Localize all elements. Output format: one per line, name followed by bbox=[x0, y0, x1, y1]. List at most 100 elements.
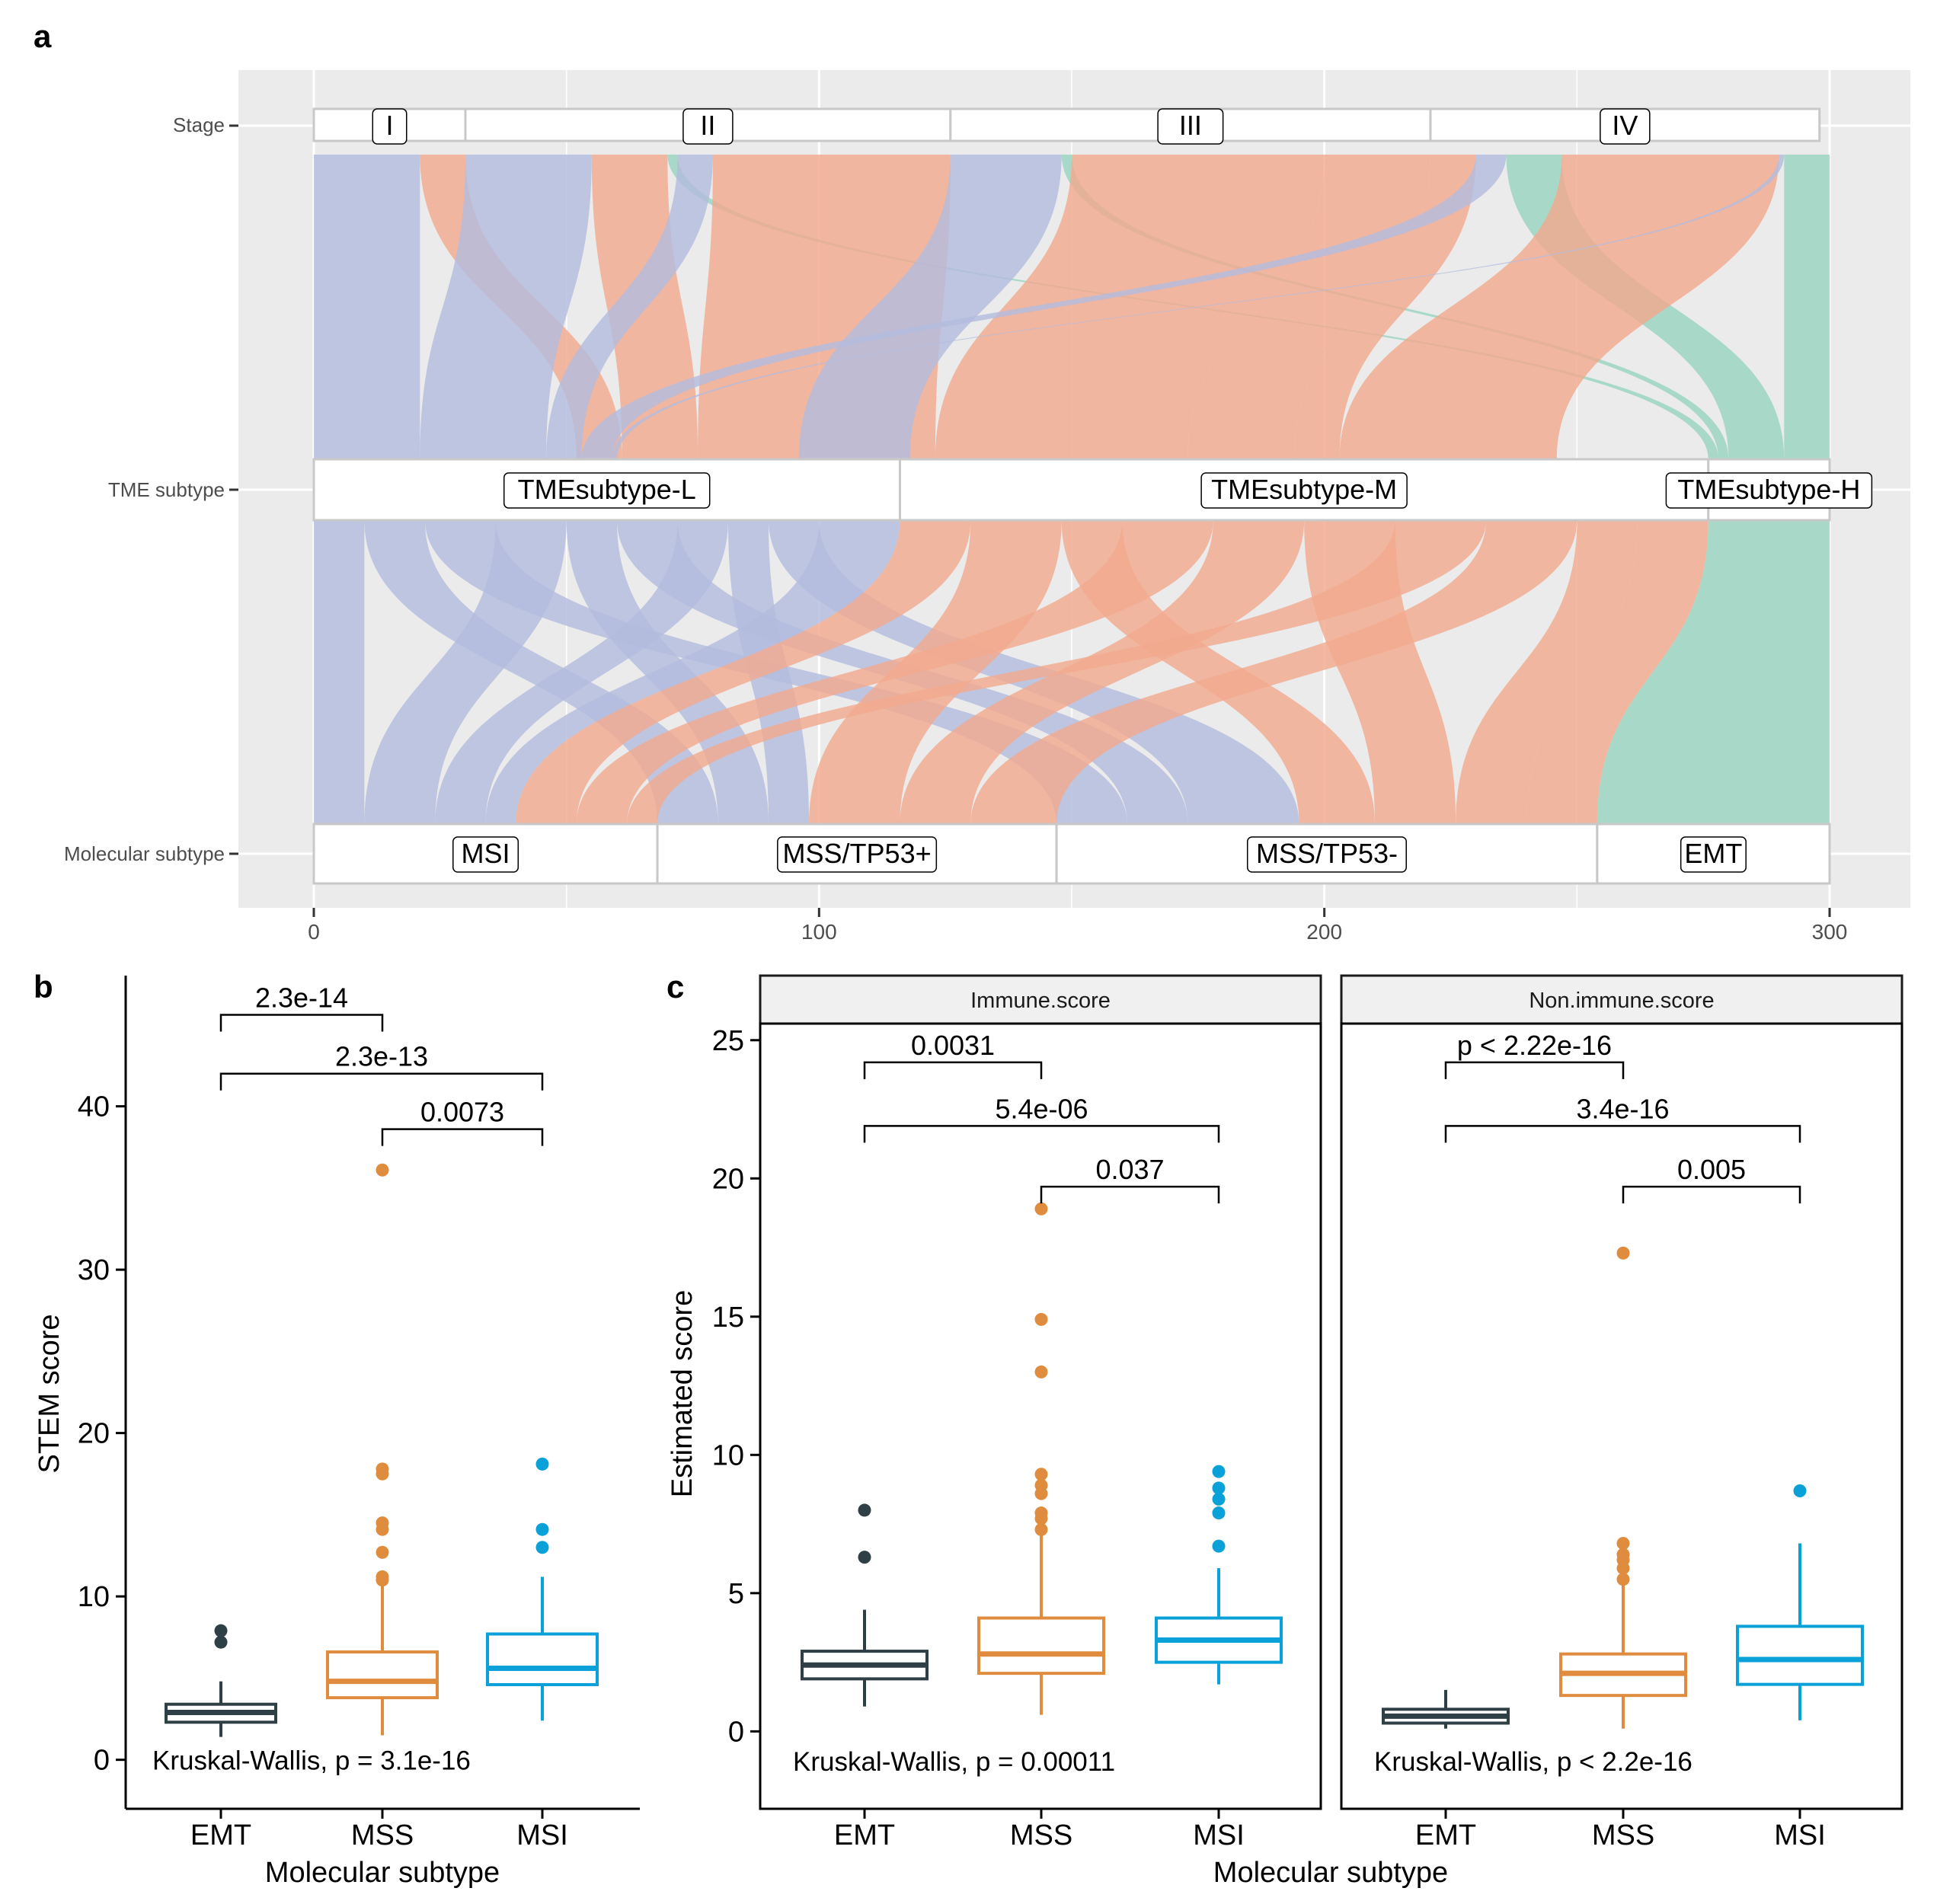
alluvial-flow bbox=[485, 520, 900, 824]
alluvial-flow bbox=[970, 520, 1577, 824]
comparison-bracket bbox=[1444, 1125, 1801, 1143]
x-tick-label-mss: MSS bbox=[1592, 1819, 1654, 1851]
c-nonimmune-facet: Non.immune.score p < 2.22e-16 3.4e-16 0.005… bbox=[1340, 974, 1903, 1851]
outlier-point bbox=[214, 1624, 228, 1637]
c-nonimmune-kruskal-label: Kruskal-Wallis, p < 2.2e-16 bbox=[1374, 1747, 1692, 1777]
outlier-point bbox=[1034, 1478, 1048, 1492]
x-tick-label-mss: MSS bbox=[1010, 1819, 1072, 1851]
outlier-point bbox=[1034, 1312, 1048, 1326]
stratum-tmesubtype-m-label: TMEsubtype-M bbox=[1211, 474, 1397, 505]
x-tick-label-msi: MSI bbox=[516, 1819, 568, 1851]
b-comparison-mss-msi: 0.0073 bbox=[381, 1097, 544, 1146]
alluvial-flow bbox=[516, 520, 971, 824]
alluvial-flow bbox=[576, 520, 1213, 824]
outlier-point bbox=[1034, 1365, 1048, 1378]
c-nonimmune-comparison-emt-msi: 3.4e-16 bbox=[1444, 1093, 1801, 1143]
comparison-bracket bbox=[1622, 1185, 1801, 1204]
outlier-point bbox=[376, 1462, 389, 1476]
x-axis-title: Molecular subtype bbox=[1213, 1857, 1448, 1889]
outlier-point bbox=[1034, 1202, 1048, 1216]
stratum-iii-label-box bbox=[1157, 108, 1224, 145]
x-tick-label-100: 100 bbox=[801, 920, 837, 944]
x-tick-label-200: 200 bbox=[1306, 920, 1342, 944]
y-tick-label-0: 0 bbox=[94, 1745, 110, 1777]
b-comparison-emt-mss: 2.3e-14 bbox=[219, 982, 384, 1032]
x-tick-label-0: 0 bbox=[308, 920, 320, 944]
iqr-box bbox=[977, 1616, 1105, 1676]
comparison-p-value: 2.3e-14 bbox=[255, 982, 348, 1013]
comparison-bracket bbox=[863, 1061, 1043, 1079]
outlier-point bbox=[535, 1541, 549, 1554]
stratum-ii-label: II bbox=[700, 110, 715, 141]
b-box-msi bbox=[486, 1457, 599, 1721]
comparison-bracket bbox=[1444, 1061, 1625, 1079]
x-tick-label-300: 300 bbox=[1812, 920, 1848, 944]
stratum-tmesubtype-l-label: TMEsubtype-L bbox=[518, 474, 696, 505]
alluvial-flows bbox=[314, 155, 1830, 824]
axis-label-molecular: Molecular subtype bbox=[64, 842, 225, 865]
comparison-bracket bbox=[863, 1125, 1220, 1143]
x-tick-label-emt: EMT bbox=[1415, 1819, 1476, 1851]
stratum-emt-label: EMT bbox=[1684, 838, 1742, 869]
outlier-point bbox=[376, 1570, 389, 1583]
y-tick-label-10: 10 bbox=[78, 1581, 110, 1613]
stratum-i-label: I bbox=[385, 110, 393, 141]
x-tick-label-mss: MSS bbox=[351, 1819, 414, 1851]
x-tick-label-emt: EMT bbox=[834, 1819, 895, 1851]
alluvial-flow bbox=[935, 155, 1325, 459]
panel-label-a: a bbox=[34, 18, 52, 54]
outlier-point bbox=[1034, 1522, 1048, 1536]
b-box-mss bbox=[326, 1163, 439, 1736]
y-tick-label-0: 0 bbox=[728, 1716, 744, 1748]
x-tick-label-msi: MSI bbox=[1774, 1819, 1826, 1851]
outlier-point bbox=[535, 1522, 549, 1536]
alluvial-flow bbox=[314, 155, 420, 459]
alluvial-flow bbox=[612, 155, 1785, 459]
stratum-iv-label-box bbox=[1600, 108, 1651, 145]
axis-label-tme: TME subtype bbox=[108, 478, 225, 501]
b-box-emt bbox=[165, 1624, 277, 1737]
alluvial-flow bbox=[364, 520, 718, 824]
x-tick-label-msi: MSI bbox=[1193, 1819, 1245, 1851]
alluvial-flow bbox=[798, 155, 1062, 459]
c-immune-box-msi bbox=[1155, 1465, 1283, 1685]
comparison-p-value: p < 2.22e-16 bbox=[1457, 1030, 1612, 1061]
alluvial-flow bbox=[1526, 520, 1708, 824]
alluvial-flow bbox=[420, 155, 592, 459]
stratum-mss-tp53-label-box bbox=[1246, 836, 1407, 873]
comparison-p-value: 2.3e-13 bbox=[335, 1041, 428, 1072]
alluvial-flow bbox=[809, 520, 1062, 824]
outlier-point bbox=[1212, 1481, 1226, 1495]
stratum-mss-tp53-label: MSS/TP53- bbox=[1256, 838, 1398, 869]
panel-label-c: c bbox=[666, 969, 684, 1005]
c-immune-comparison-emt-msi: 5.4e-06 bbox=[863, 1093, 1220, 1143]
stem-score-boxplot: 2.3e-14 2.3e-13 0.0073 Kruskal-Wallis, p = … bbox=[34, 976, 640, 1889]
facet-strip-label: Non.immune.score bbox=[1529, 989, 1714, 1013]
stratum-tmesubtype-m-label-box bbox=[1200, 472, 1408, 509]
alluvial-flow bbox=[1597, 520, 1830, 824]
c-immune-comparison-mss-msi: 0.037 bbox=[1040, 1154, 1220, 1204]
facet-strip-label: Immune.score bbox=[970, 989, 1111, 1013]
alluvial-flow bbox=[314, 520, 365, 824]
outlier-point bbox=[1616, 1246, 1630, 1260]
iqr-box bbox=[1736, 1624, 1864, 1686]
comparison-p-value: 0.037 bbox=[1095, 1154, 1164, 1185]
c-immune-box-emt bbox=[801, 1503, 929, 1707]
comparison-p-value: 5.4e-06 bbox=[995, 1093, 1088, 1124]
alluvial-flow bbox=[435, 520, 728, 824]
stratum-tmesubtype-h-label: TMEsubtype-H bbox=[1677, 474, 1860, 505]
stratum-iii-label: III bbox=[1179, 110, 1202, 141]
c-nonimmune-box-msi bbox=[1736, 1484, 1864, 1720]
stratum-msi-label: MSI bbox=[462, 838, 510, 869]
c-immune-comparison-emt-mss: 0.0031 bbox=[863, 1030, 1043, 1079]
iqr-box bbox=[486, 1632, 599, 1686]
alluvial-flow bbox=[1187, 155, 1430, 459]
stratum-tmesubtype-h-label-box bbox=[1665, 472, 1873, 509]
alluvial-flow bbox=[1339, 155, 1779, 459]
y-tick-label-5: 5 bbox=[728, 1578, 744, 1610]
alluvial-flow bbox=[627, 520, 1486, 824]
c-immune-kruskal-label: Kruskal-Wallis, p = 0.00011 bbox=[793, 1747, 1115, 1777]
alluvial-flow bbox=[364, 520, 567, 824]
comparison-bracket bbox=[219, 1072, 544, 1091]
alluvial-flow bbox=[1456, 520, 1638, 824]
